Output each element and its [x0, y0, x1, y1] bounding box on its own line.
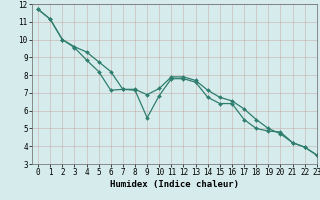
X-axis label: Humidex (Indice chaleur): Humidex (Indice chaleur)	[110, 180, 239, 189]
